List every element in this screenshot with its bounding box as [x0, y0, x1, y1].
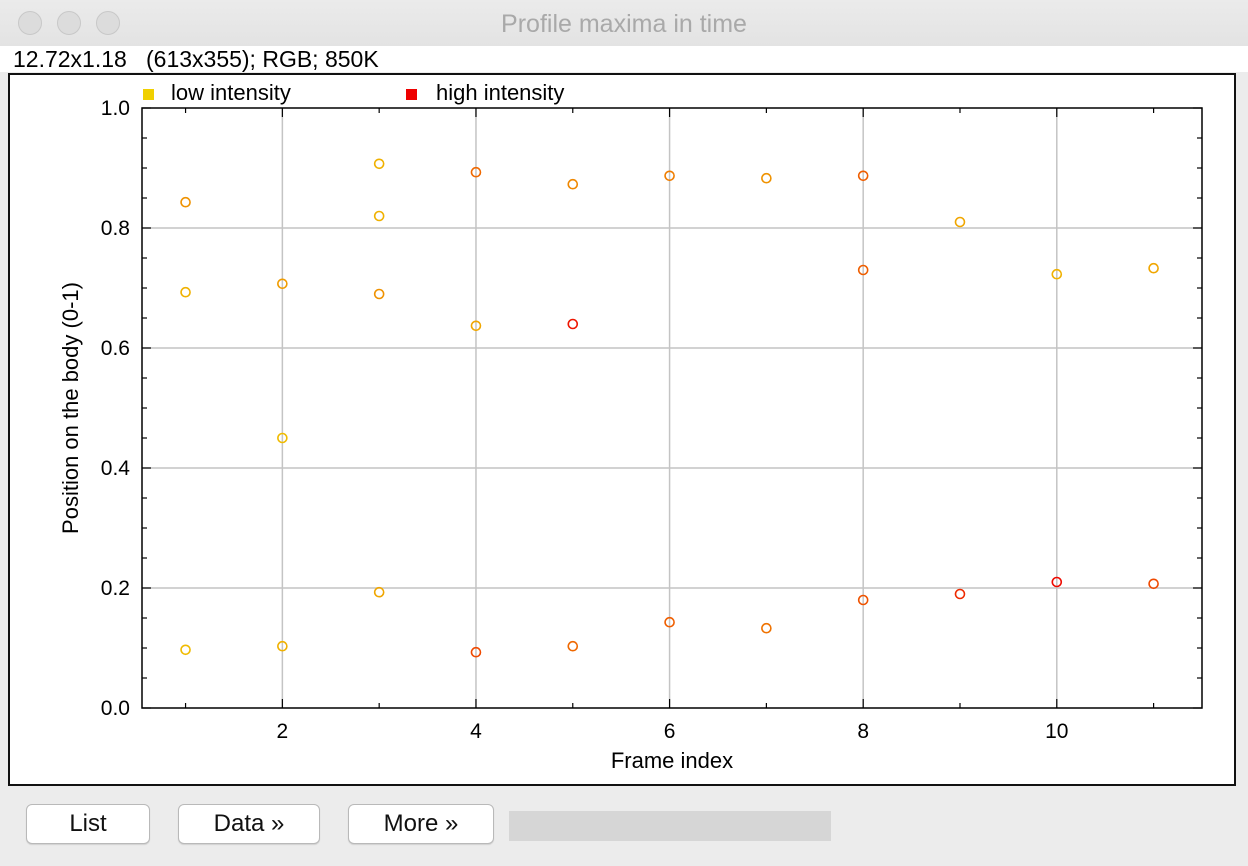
data-point — [470, 166, 482, 178]
data-point — [373, 586, 385, 598]
data-point — [180, 286, 191, 298]
data-point — [1051, 268, 1063, 280]
data-point — [761, 172, 772, 184]
data-point — [664, 170, 675, 182]
x-axis-label: Frame index — [611, 748, 733, 773]
data-point — [567, 178, 579, 190]
data-point — [857, 264, 869, 276]
legend-swatch-high — [406, 89, 417, 100]
data-point — [373, 158, 385, 170]
minimize-window-button[interactable] — [57, 11, 81, 35]
data-point — [180, 644, 191, 656]
y-tick-label: 0.0 — [101, 697, 130, 720]
data-point — [1051, 576, 1063, 588]
title-bar: Profile maxima in time — [0, 0, 1248, 47]
legend-label-low: low intensity — [171, 80, 291, 105]
y-tick-label: 1.0 — [101, 97, 130, 120]
x-tick-label: 4 — [470, 720, 482, 743]
data-point — [664, 616, 675, 628]
x-tick-label: 6 — [664, 720, 676, 743]
status-area — [509, 811, 831, 841]
zoom-window-button[interactable] — [96, 11, 120, 35]
data-point — [180, 196, 191, 208]
data-point — [470, 320, 482, 332]
x-tick-label: 10 — [1045, 720, 1068, 743]
data-point — [1148, 262, 1159, 274]
y-tick-label: 0.4 — [101, 457, 131, 480]
data-point — [373, 210, 385, 222]
data-point — [567, 640, 579, 652]
more-menu-button[interactable]: More » — [348, 804, 494, 844]
window-title: Profile maxima in time — [501, 10, 747, 38]
image-info-bar: 12.72x1.18 (613x355); RGB; 850K — [0, 46, 1248, 72]
data-point — [857, 170, 869, 182]
data-point — [277, 640, 288, 652]
data-point — [470, 646, 482, 658]
x-tick-label: 8 — [857, 720, 869, 743]
data-point — [277, 278, 288, 290]
data-point — [1148, 578, 1159, 590]
x-tick-label: 2 — [277, 720, 289, 743]
image-info-text: 12.72x1.18 (613x355); RGB; 850K — [13, 46, 379, 72]
data-point — [761, 622, 772, 634]
data-point — [373, 288, 385, 300]
data-point — [857, 594, 869, 606]
data-point — [567, 318, 579, 330]
data-menu-button[interactable]: Data » — [178, 804, 320, 844]
legend-label-high: high intensity — [436, 80, 565, 105]
plot-canvas-frame — [8, 73, 1236, 786]
y-axis-label: Position on the body (0-1) — [58, 282, 83, 534]
y-tick-label: 0.6 — [101, 337, 130, 360]
close-window-button[interactable] — [18, 11, 42, 35]
y-tick-label: 0.8 — [101, 217, 130, 240]
legend-swatch-low — [143, 89, 154, 100]
list-button[interactable]: List — [26, 804, 150, 844]
data-point — [954, 588, 966, 600]
data-point — [277, 432, 288, 444]
data-point — [954, 216, 966, 228]
y-tick-label: 0.2 — [101, 577, 130, 600]
